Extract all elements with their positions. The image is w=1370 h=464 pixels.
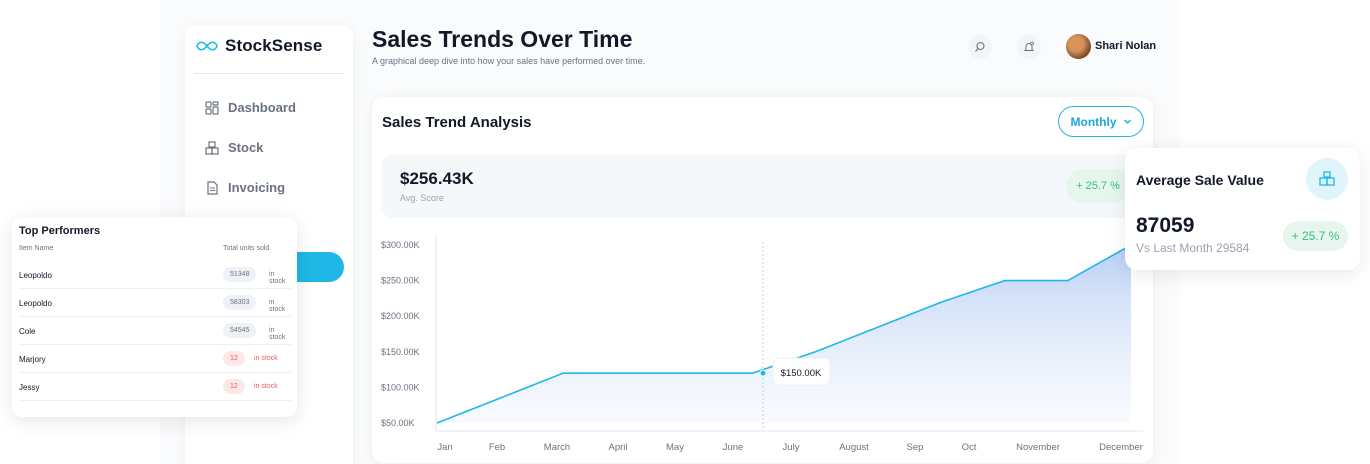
table-row[interactable]: Jessy 12 in stock bbox=[19, 373, 291, 401]
stock-status: in stock bbox=[269, 327, 286, 341]
sidebar-item-invoicing[interactable]: Invoicing bbox=[205, 180, 285, 195]
table-row[interactable]: Cole 54545 in stock bbox=[19, 317, 291, 345]
sidebar-divider bbox=[194, 73, 344, 74]
sidebar-item-dashboard[interactable]: Dashboard bbox=[205, 100, 296, 115]
app-logo[interactable]: StockSense bbox=[195, 36, 322, 56]
average-sale-card: Average Sale Value 87059 Vs Last Month 2… bbox=[1125, 148, 1360, 270]
units-badge: 51348 bbox=[223, 267, 257, 282]
card-title: Sales Trend Analysis bbox=[382, 114, 532, 131]
sidebar-item-label: Stock bbox=[228, 140, 264, 155]
stock-status: in stock bbox=[254, 355, 278, 362]
bell-icon bbox=[1023, 41, 1035, 51]
y-tick-label: $250.00K bbox=[381, 276, 420, 286]
item-name: Cole bbox=[19, 327, 36, 336]
y-tick-label: $150.00K bbox=[381, 347, 420, 357]
period-dropdown[interactable]: Monthly bbox=[1058, 106, 1144, 137]
app-name: StockSense bbox=[225, 36, 323, 55]
x-tick-label: Sep bbox=[907, 442, 924, 453]
summary-change-badge: + 25.7 % bbox=[1066, 169, 1130, 203]
dashboard-icon bbox=[205, 100, 219, 115]
boxes-icon bbox=[1319, 171, 1335, 186]
column-header-units: Total units sold bbox=[223, 245, 270, 252]
tooltip-label: $150.00K bbox=[781, 368, 822, 379]
sidebar-item-stock[interactable]: Stock bbox=[205, 140, 263, 155]
item-name: Leopoldo bbox=[19, 299, 52, 308]
y-tick-label: $300.00K bbox=[381, 240, 420, 250]
sidebar-item-label: Dashboard bbox=[228, 100, 296, 115]
period-label: Monthly bbox=[1070, 114, 1117, 129]
x-tick-label: November bbox=[1016, 442, 1060, 453]
chevron-down-icon bbox=[1123, 119, 1131, 124]
search-button[interactable] bbox=[968, 35, 992, 59]
avg-card-icon-badge bbox=[1306, 158, 1348, 200]
sales-trend-card: Sales Trend Analysis Monthly $256.43K Av… bbox=[372, 97, 1153, 463]
summary-value: $256.43K bbox=[400, 169, 474, 188]
notifications-button[interactable] bbox=[1017, 35, 1041, 59]
units-badge: 12 bbox=[223, 379, 245, 394]
x-tick-label: Feb bbox=[489, 442, 505, 453]
tooltip-marker bbox=[759, 369, 767, 377]
stock-icon bbox=[205, 140, 219, 155]
tooltip-box bbox=[772, 357, 831, 386]
x-tick-label: December bbox=[1099, 442, 1143, 453]
x-tick-label: Oct bbox=[962, 442, 977, 453]
top-performers-card: Top Performers Item Name Total units sol… bbox=[12, 217, 297, 417]
avg-card-title: Average Sale Value bbox=[1136, 172, 1264, 188]
sidebar-item-label: Invoicing bbox=[228, 180, 286, 195]
page-title: Sales Trends Over Time bbox=[372, 26, 633, 52]
avg-card-change-badge: + 25.7 % bbox=[1283, 221, 1348, 251]
table-row[interactable]: Marjory 12 in stock bbox=[19, 345, 291, 373]
sales-trend-chart[interactable]: $50.00K $100.00K $150.00K $200.00K $250.00K $… bbox=[372, 97, 1153, 463]
search-icon bbox=[975, 41, 985, 52]
column-header-item: Item Name bbox=[19, 245, 54, 252]
avg-card-comparison: Vs Last Month 29584 bbox=[1136, 241, 1250, 255]
x-tick-label: Jan bbox=[437, 442, 452, 453]
logo-icon bbox=[196, 41, 218, 51]
x-tick-label: May bbox=[666, 442, 684, 453]
units-badge: 12 bbox=[223, 351, 245, 366]
chart-tooltip: $150.00K bbox=[772, 357, 831, 386]
x-tick-label: June bbox=[723, 442, 744, 453]
avg-card-value: 87059 bbox=[1136, 214, 1195, 237]
stock-status: in stock bbox=[254, 383, 278, 390]
table-row[interactable]: Leopoldo 58303 in stock bbox=[19, 289, 291, 317]
units-badge: 58303 bbox=[223, 295, 257, 310]
item-name: Marjory bbox=[19, 355, 46, 364]
y-tick-label: $200.00K bbox=[381, 311, 420, 321]
area-fill bbox=[437, 245, 1131, 423]
units-badge: 54545 bbox=[223, 323, 257, 338]
x-tick-label: March bbox=[544, 442, 570, 453]
avatar[interactable] bbox=[1066, 34, 1091, 59]
x-tick-label: August bbox=[839, 442, 869, 453]
summary-label: Avg. Score bbox=[400, 193, 444, 203]
y-tick-label: $100.00K bbox=[381, 382, 420, 392]
summary-panel: $256.43K Avg. Score + 25.7 % bbox=[382, 155, 1142, 218]
stock-status: in stock bbox=[269, 299, 286, 313]
table-row[interactable]: Leopoldo 51348 in stock bbox=[19, 261, 291, 289]
y-tick-label: $50.00K bbox=[381, 418, 415, 428]
stock-status: in stock bbox=[269, 271, 286, 285]
x-tick-label: July bbox=[783, 442, 800, 453]
invoice-icon bbox=[207, 180, 218, 195]
item-name: Jessy bbox=[19, 383, 40, 392]
top-performers-title: Top Performers bbox=[19, 225, 101, 237]
x-tick-label: April bbox=[608, 442, 627, 453]
item-name: Leopoldo bbox=[19, 271, 52, 280]
page-subtitle: A graphical deep dive into how your sale… bbox=[372, 56, 646, 66]
user-name[interactable]: Shari Nolan bbox=[1095, 40, 1157, 52]
